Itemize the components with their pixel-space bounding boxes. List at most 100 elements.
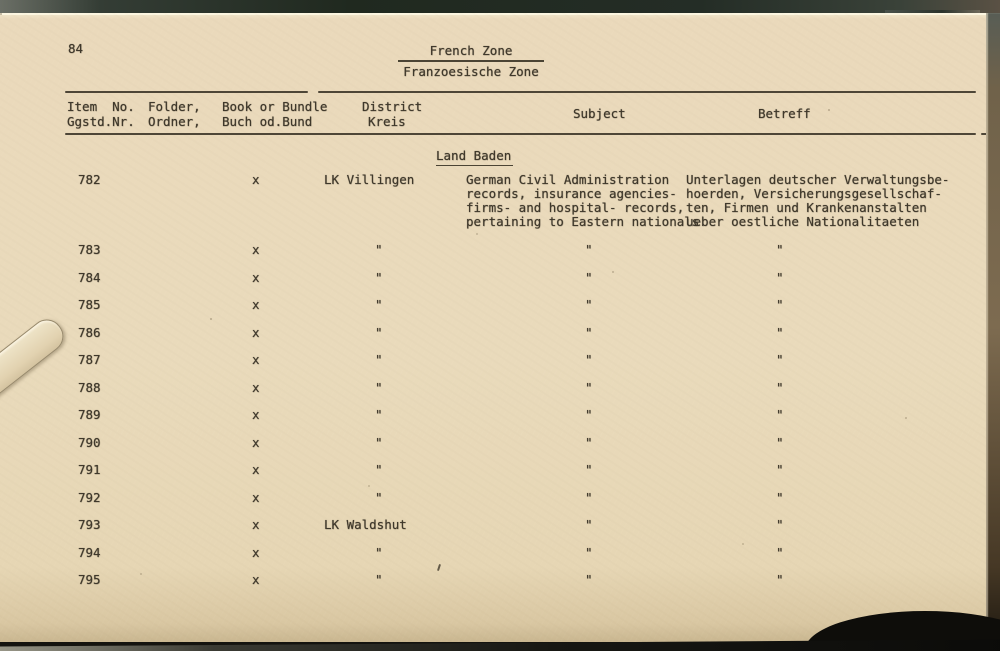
cell-book-or-bundle: x	[252, 269, 260, 285]
title-underline	[398, 60, 544, 62]
cell-subject: "	[585, 352, 593, 367]
book-edge-top	[0, 0, 1000, 13]
header-rule-top-right	[318, 91, 976, 93]
paper-specks	[0, 13, 2, 15]
table-row: 794 x " " "	[0, 544, 990, 574]
column-header-district: District	[362, 99, 423, 114]
table-row: 791 x " " "	[0, 463, 990, 491]
column-header-book-or-bundle-de: Buch od.Bund	[222, 114, 313, 129]
table-row: 786 x " " "	[0, 324, 990, 354]
cell-subject: German Civil Administration records, ins…	[466, 172, 700, 229]
cell-betreff: "	[776, 324, 784, 340]
cell-district: "	[375, 434, 383, 450]
cell-book-or-bundle: x	[252, 352, 260, 367]
section-heading: Land Baden	[436, 148, 514, 166]
page-number: 84	[68, 41, 84, 56]
cell-betreff: "	[776, 517, 784, 532]
table-row: 788 x " " "	[0, 379, 990, 409]
cell-book-or-bundle: x	[252, 407, 260, 422]
cell-book-or-bundle: x	[252, 242, 260, 257]
cell-betreff: "	[776, 352, 784, 367]
table-row: 785 x " " "	[0, 298, 990, 326]
column-header-item-no-de: Ggstd.Nr.	[67, 114, 135, 129]
table-row: 783 x " " "	[0, 243, 990, 271]
page-title-german: Franzoesische Zone	[403, 64, 539, 79]
cell-district: LK Villingen	[324, 172, 415, 187]
cell-subject: "	[585, 407, 593, 422]
cell-district: "	[375, 269, 383, 285]
cell-book-or-bundle: x	[252, 462, 260, 477]
cell-district: "	[375, 544, 383, 560]
table-row: 789 x " " "	[0, 408, 990, 436]
column-header-subject: Subject	[573, 106, 626, 121]
cell-subject: "	[585, 379, 593, 395]
cell-book-or-bundle: x	[252, 517, 260, 532]
cell-district: "	[375, 297, 383, 312]
cell-betreff: "	[776, 269, 784, 285]
cell-subject: "	[585, 517, 593, 532]
cell-betreff: Unterlagen deutscher Verwaltungsbe- hoer…	[686, 172, 950, 229]
document-page: 84 French Zone Franzoesische Zone Item N…	[0, 13, 996, 642]
cell-item-no: 792	[78, 489, 101, 505]
cell-item-no: 791	[78, 462, 101, 477]
column-header-folder: Folder,	[148, 99, 201, 114]
cell-district: "	[375, 489, 383, 505]
cell-subject: "	[585, 572, 593, 587]
table-row: 787 x " " "	[0, 353, 990, 381]
column-header-district-de: Kreis	[368, 114, 406, 129]
cell-item-no: 788	[78, 379, 101, 395]
cell-betreff: "	[776, 379, 784, 395]
cell-betreff: "	[776, 242, 784, 257]
cell-district: "	[375, 572, 383, 587]
cell-district: LK Waldshut	[324, 517, 407, 532]
column-header-folder-de: Ordner,	[148, 114, 201, 129]
column-header-betreff: Betreff	[758, 106, 811, 121]
cell-item-no: 782	[78, 172, 101, 187]
cell-item-no: 793	[78, 517, 101, 532]
cell-item-no: 789	[78, 407, 101, 422]
cell-book-or-bundle: x	[252, 379, 260, 395]
cell-betreff: "	[776, 544, 784, 560]
cell-subject: "	[585, 324, 593, 340]
cell-betreff: "	[776, 572, 784, 587]
cell-item-no: 790	[78, 434, 101, 450]
cell-subject: "	[585, 269, 593, 285]
cell-book-or-bundle: x	[252, 544, 260, 560]
column-header-book-or-bundle: Book or Bundle	[222, 99, 328, 114]
cell-item-no: 794	[78, 544, 101, 560]
cell-item-no: 787	[78, 352, 101, 367]
book-edge-right	[986, 13, 1000, 642]
cell-betreff: "	[776, 462, 784, 477]
cell-subject: "	[585, 462, 593, 477]
table-row: 782 x LK Villingen German Civil Administ…	[0, 173, 990, 243]
cell-district: "	[375, 242, 383, 257]
cell-subject: "	[585, 544, 593, 560]
cell-book-or-bundle: x	[252, 434, 260, 450]
table-row: 784 x " " "	[0, 269, 990, 299]
cell-subject: "	[585, 489, 593, 505]
cell-book-or-bundle: x	[252, 489, 260, 505]
cell-book-or-bundle: x	[252, 172, 260, 187]
cell-district: "	[375, 324, 383, 340]
cell-book-or-bundle: x	[252, 324, 260, 340]
cell-item-no: 786	[78, 324, 101, 340]
cell-betreff: "	[776, 489, 784, 505]
cell-subject: "	[585, 242, 593, 257]
cell-district: "	[375, 407, 383, 422]
cell-item-no: 785	[78, 297, 101, 312]
cell-subject: "	[585, 297, 593, 312]
cell-district: "	[375, 462, 383, 477]
cell-item-no: 784	[78, 269, 101, 285]
cell-item-no: 783	[78, 242, 101, 257]
cell-district: "	[375, 379, 383, 395]
cell-betreff: "	[776, 434, 784, 450]
header-rule-top-left	[65, 91, 308, 93]
header-rule-bottom	[65, 133, 976, 135]
cell-betreff: "	[776, 407, 784, 422]
table-row: 793 x LK Waldshut " "	[0, 518, 990, 546]
column-header-item-no: Item No.	[67, 99, 135, 114]
table-row: 790 x " " "	[0, 434, 990, 464]
table-body: 782 x LK Villingen German Civil Administ…	[0, 173, 990, 601]
cell-betreff: "	[776, 297, 784, 312]
